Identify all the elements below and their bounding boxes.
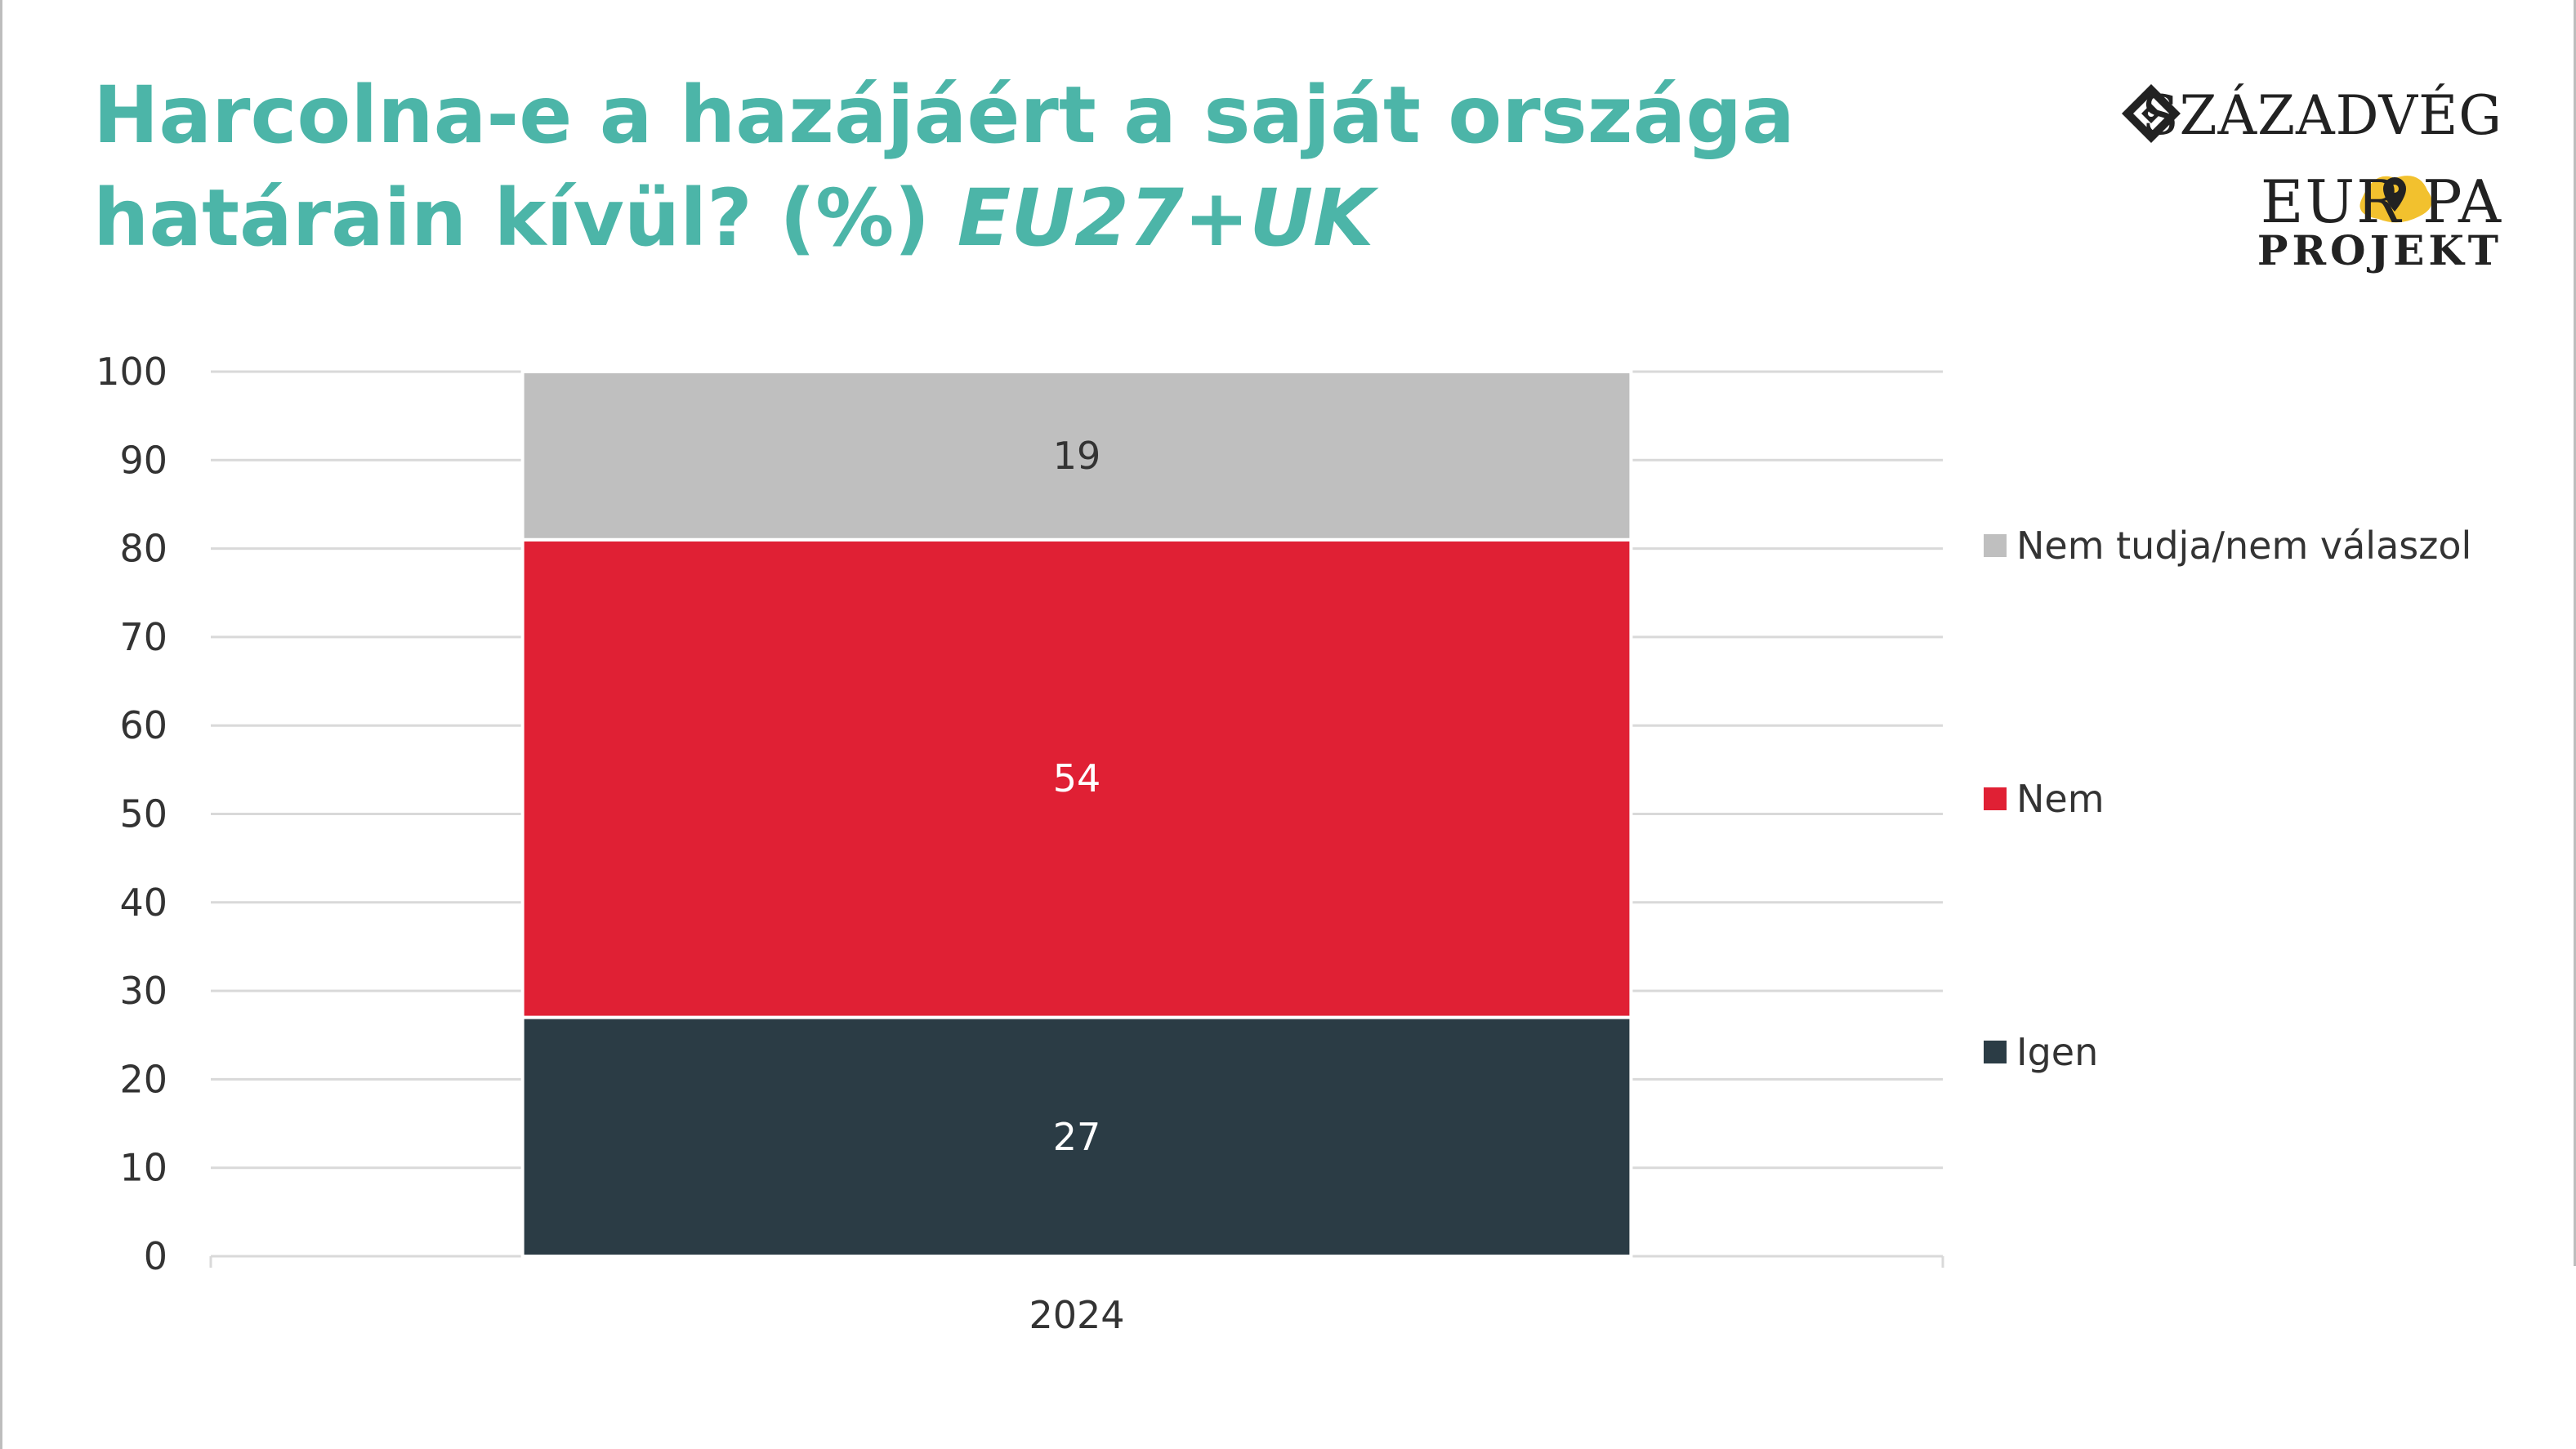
chart-title: Harcolna-e a hazájáért a saját országa h… [93,64,1972,270]
bar-segment [520,370,1633,542]
data-label: 19 [1053,434,1101,478]
chart-title-main: Harcolna-e a hazájáért a saját országa h… [93,69,1795,264]
logo-brand-text: SZÁZADVÉG [2141,84,2502,147]
y-tick-label: 20 [119,1057,167,1101]
y-tick-label: 50 [119,792,167,836]
legend-label: Nem [2016,777,2105,821]
legend-label: Igen [2016,1030,2098,1074]
y-tick-label: 70 [119,615,167,659]
y-tick-label: 10 [119,1146,167,1190]
logo-europa-text: EUR PA [2260,167,2502,236]
y-tick-label: 40 [119,881,167,925]
data-label: 27 [1053,1115,1101,1159]
legend-swatch [1984,787,2007,810]
y-tick-label: 80 [119,527,167,571]
frame-right-border [2574,0,2576,1266]
x-tick-label: 2024 [1029,1293,1124,1337]
map-pin-icon [2359,176,2432,223]
y-tick-label: 100 [96,350,167,394]
y-tick-label: 30 [119,969,167,1013]
logo-projekt-text: PROJEKT [2257,226,2502,274]
bar-segment [520,1015,1633,1258]
legend-label: Nem tudja/nem válaszol [2016,524,2471,568]
chart-title-region: EU27+UK [957,172,1374,264]
y-tick-label: 0 [144,1234,167,1278]
y-tick-label: 90 [119,438,167,482]
frame-left-border [0,0,2,1449]
diamond-ornament-icon [2122,84,2181,143]
legend-swatch [1984,1041,2007,1063]
legend-swatch [1984,534,2007,557]
bar-segment [520,537,1633,1019]
szazadveg-logo: SZÁZADVÉG EUR PA PROJEKT [2118,78,2502,274]
y-tick-label: 60 [119,703,167,747]
data-label: 54 [1053,756,1101,800]
